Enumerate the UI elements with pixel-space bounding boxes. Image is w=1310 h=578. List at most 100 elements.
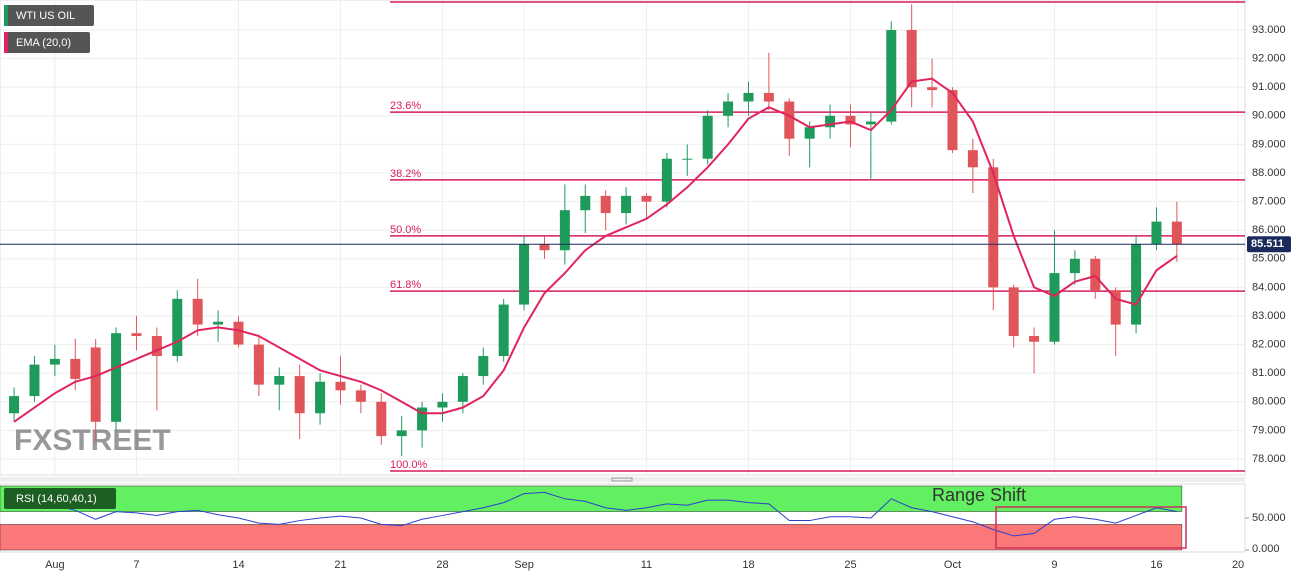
fib-levels: 23.6% 38.2% 50.0% 61.8% 100.0% xyxy=(390,1,1245,472)
candle-body xyxy=(661,158,672,202)
candle-body xyxy=(1029,336,1040,342)
rsi-zone xyxy=(0,485,1183,512)
candle-body xyxy=(988,167,999,288)
main-panel xyxy=(0,0,1246,476)
legend-label: EMA (20,0) xyxy=(16,37,71,49)
legend-label: RSI (14,60,40,1) xyxy=(16,493,97,505)
candle-body xyxy=(498,304,509,357)
candle-body xyxy=(886,30,897,122)
candle-body xyxy=(9,396,20,414)
candle-body xyxy=(580,195,591,211)
x-tick-label: 18 xyxy=(742,559,754,571)
candle-body xyxy=(621,195,632,214)
watermark: FXSTREET xyxy=(14,424,171,457)
candle-body xyxy=(784,101,795,139)
candle-body xyxy=(723,101,734,116)
x-tick-label: Aug xyxy=(45,559,65,571)
y-tick-label: 83.000 xyxy=(1252,310,1286,322)
candle-body xyxy=(682,158,693,160)
y-tick-label: 78.000 xyxy=(1252,453,1286,465)
candle-body xyxy=(1131,244,1142,325)
y-tick-label: 82.000 xyxy=(1252,339,1286,351)
candle-body xyxy=(294,376,305,414)
candle-body xyxy=(315,381,326,414)
y-tick-label: 0.000 xyxy=(1252,543,1280,555)
candle-body xyxy=(702,115,713,159)
candle-body xyxy=(335,381,346,391)
candle-body xyxy=(865,121,876,125)
y-tick-label: 80.000 xyxy=(1252,396,1286,408)
x-tick-label: 20 xyxy=(1232,559,1244,571)
candle-body xyxy=(641,195,652,202)
rsi xyxy=(0,485,1183,551)
candle-body xyxy=(763,92,774,102)
candle-body xyxy=(539,244,550,251)
candle-body xyxy=(1069,258,1080,274)
x-tick-label: 11 xyxy=(641,559,652,571)
candle-body xyxy=(1008,287,1019,337)
fib-label: 23.6% xyxy=(390,100,421,112)
candle-body xyxy=(213,321,224,325)
candle-body xyxy=(1110,290,1121,325)
fib-label: 50.0% xyxy=(390,224,421,236)
candle-body xyxy=(355,390,366,402)
legend-swatch xyxy=(4,5,8,26)
candle-body xyxy=(111,333,122,422)
candle-body xyxy=(1049,273,1060,342)
candle-body xyxy=(559,210,570,251)
x-tick-label: 16 xyxy=(1150,559,1162,571)
candle-body xyxy=(825,115,836,128)
annotation: Range Shift xyxy=(932,485,1026,505)
x-tick-label: Sep xyxy=(514,559,534,571)
divider-handle[interactable] xyxy=(611,477,633,482)
legend-box[interactable] xyxy=(4,488,116,509)
candle-body xyxy=(274,376,285,385)
y-tick-label: 79.000 xyxy=(1252,424,1286,436)
fib-label: 100.0% xyxy=(390,459,428,471)
line-series xyxy=(13,77,1178,423)
candle-body xyxy=(151,336,162,357)
price-tag xyxy=(1247,236,1291,253)
x-tick-label: Oct xyxy=(944,559,961,571)
candle-body xyxy=(804,127,815,139)
legend-label: WTI US OIL xyxy=(16,10,75,22)
candle-body xyxy=(29,364,40,397)
y-tick-label: 88.000 xyxy=(1252,167,1286,179)
candle-body xyxy=(417,407,428,431)
candle-body xyxy=(172,298,183,357)
x-tick-label: 7 xyxy=(133,559,139,571)
candle-body xyxy=(1090,258,1101,291)
price-tag-label: 85.511 xyxy=(1251,238,1284,250)
annotation-box xyxy=(995,506,1187,549)
candle-body xyxy=(947,90,958,151)
y-tick-label: 81.000 xyxy=(1252,367,1286,379)
candle-body xyxy=(519,244,530,305)
fib-label: 38.2% xyxy=(390,168,421,180)
x-tick-label: 9 xyxy=(1051,559,1057,571)
x-tick-label: 21 xyxy=(334,559,346,571)
candles xyxy=(9,4,1182,457)
grid xyxy=(0,0,1245,475)
candle-body xyxy=(49,358,60,365)
candle-body xyxy=(131,333,142,337)
candle-body xyxy=(743,92,754,102)
candle-body xyxy=(90,347,101,422)
candle-body xyxy=(437,401,448,408)
y-tick-label: 50.000 xyxy=(1252,512,1286,524)
x-tick-label: 14 xyxy=(232,559,244,571)
candle-body xyxy=(600,195,611,214)
legend-box[interactable] xyxy=(4,5,94,26)
candle-body xyxy=(1171,221,1182,245)
candle-body xyxy=(457,376,468,402)
candle-body xyxy=(376,401,387,437)
candle-body xyxy=(478,356,489,377)
legend-swatch xyxy=(4,32,8,53)
legend-box[interactable] xyxy=(4,32,90,53)
candle-body xyxy=(845,115,856,125)
x-tick-label: 28 xyxy=(436,559,448,571)
candle-body xyxy=(967,150,978,168)
candle-body xyxy=(1151,221,1162,245)
y-tick-label: 91.000 xyxy=(1252,81,1286,93)
candle-body xyxy=(927,87,938,91)
